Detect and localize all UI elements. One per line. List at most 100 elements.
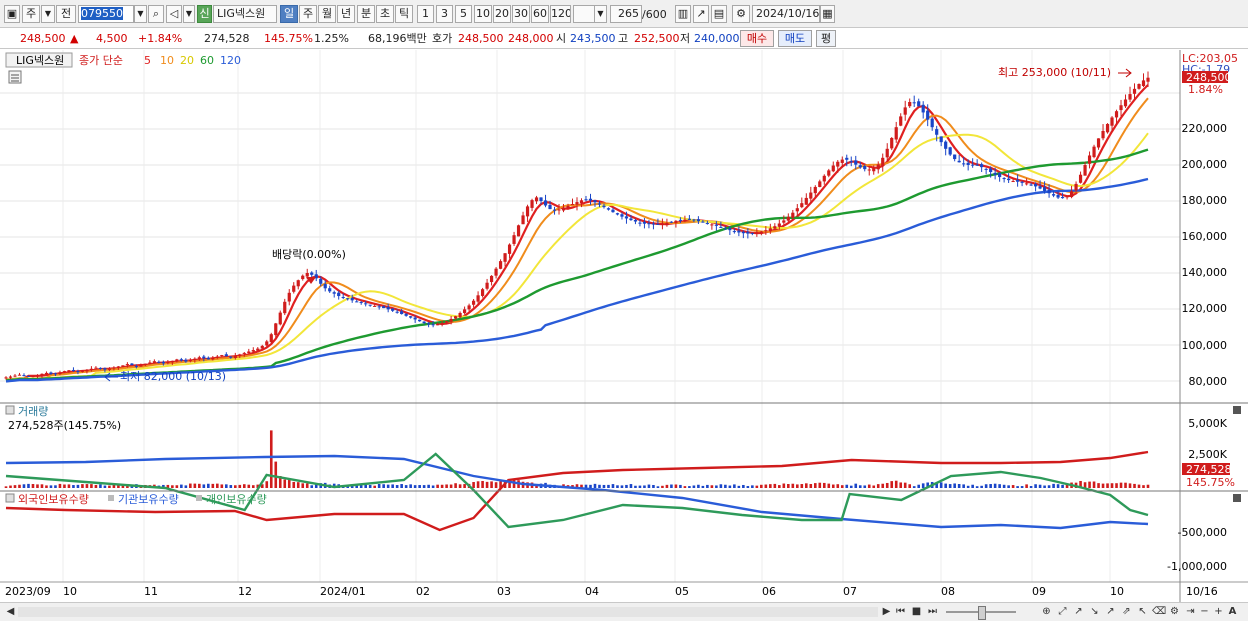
volume-bar [1110, 483, 1114, 488]
calendar-icon[interactable]: ▦ [820, 5, 835, 23]
volume-bar [629, 484, 633, 488]
data-window-icon[interactable] [8, 70, 22, 84]
volume-bar [1128, 483, 1132, 488]
stop-icon[interactable]: ■ [911, 606, 922, 617]
stock-chart[interactable]: LIG넥스원 종가 단순 5 10 20 60 120 220,000 200,… [0, 50, 1248, 603]
stock-code-input[interactable]: 079550 [78, 5, 134, 23]
date-label: 06 [762, 585, 776, 598]
minute-3-button[interactable]: 3 [436, 5, 453, 23]
evaluation-button[interactable]: 평 [816, 30, 836, 47]
volume-bar [966, 485, 970, 488]
candle-body [944, 141, 948, 149]
date-input[interactable]: 2024/10/16 [752, 5, 820, 23]
candle-body [148, 362, 152, 365]
fibonacci-icon[interactable]: ↘ [1090, 606, 1099, 617]
rewind-icon[interactable]: ⏮ [896, 606, 905, 617]
custom-interval-dropdown-icon[interactable]: ▼ [594, 5, 607, 23]
candle-body [382, 306, 386, 309]
volume-bar [607, 484, 610, 488]
candle-body [566, 206, 570, 209]
volume-bar [238, 484, 242, 488]
interval-tick-button[interactable]: 틱 [395, 5, 413, 23]
arrow-tool-icon[interactable]: ↖ [1138, 606, 1147, 617]
annotation-low: 최저 82,000 (10/13) [120, 370, 226, 383]
tool-icon[interactable]: ⤢ [1058, 606, 1067, 617]
volume-bar [535, 485, 538, 488]
volume-bar [449, 484, 453, 488]
sell-button[interactable]: 매도 [778, 30, 812, 47]
interval-minute-button[interactable]: 분 [357, 5, 375, 23]
candle-body [606, 208, 611, 210]
holding-line [5, 452, 1149, 529]
volume-bar [1011, 485, 1015, 488]
close-holding-panel-icon[interactable] [1233, 494, 1241, 502]
candle-body [786, 216, 790, 221]
speaker-icon[interactable]: ◁ [166, 5, 182, 23]
volume-bar [404, 485, 408, 488]
period-dropdown-icon[interactable]: ▼ [41, 5, 55, 23]
candle-body [458, 312, 462, 318]
interval-week-button[interactable]: 주 [299, 5, 317, 23]
candle-body [611, 209, 615, 213]
scroll-track[interactable] [18, 607, 878, 617]
minute-20-button[interactable]: 20 [493, 5, 511, 23]
save-icon[interactable]: ▤ [711, 5, 727, 23]
sound-dropdown-icon[interactable]: ▼ [183, 5, 195, 23]
settings-gear-icon[interactable]: ⚙ [732, 5, 750, 23]
buy-button[interactable]: 매수 [740, 30, 774, 47]
volume-bar [269, 430, 273, 488]
eraser-icon[interactable]: ⌫ [1152, 606, 1167, 617]
interval-year-button[interactable]: 년 [337, 5, 355, 23]
interval-day-button[interactable]: 일 [280, 5, 298, 23]
window-menu-icon[interactable]: ▣ [4, 5, 20, 23]
settings-icon[interactable]: ⚙ [1170, 606, 1179, 617]
indicator-icon[interactable]: ▥ [675, 5, 691, 23]
zoom-in-icon[interactable]: ⊕ [1042, 606, 1051, 617]
fast-forward-icon[interactable]: ⏭ [928, 606, 937, 617]
candle-body [58, 372, 62, 375]
candle-body [651, 223, 656, 225]
candle-body [498, 261, 503, 269]
stock-code-dropdown-icon[interactable]: ▼ [134, 5, 147, 23]
stock-name-legend-box[interactable] [5, 52, 73, 68]
volume-bar [1097, 483, 1100, 488]
auto-scale-icon[interactable]: A [1228, 606, 1237, 617]
zoom-slider-handle[interactable] [978, 606, 986, 620]
volume-bar [746, 486, 750, 488]
volume-bar [998, 484, 1001, 488]
interval-second-button[interactable]: 초 [376, 5, 394, 23]
scroll-right-icon[interactable]: ▶ [882, 606, 891, 617]
minute-120-button[interactable]: 120 [550, 5, 571, 23]
candle-body [894, 127, 898, 140]
candle-body [94, 367, 98, 369]
volume-bar [54, 485, 57, 488]
stock-name-field[interactable]: LIG넥스원 [213, 5, 277, 23]
volume-ratio: 145.75% [264, 32, 313, 45]
candle-body [953, 154, 957, 160]
close-volume-panel-icon[interactable] [1233, 406, 1241, 414]
volume-bar [490, 481, 493, 488]
chart-scrollbar[interactable]: ◀ ▶ ⏮ ■ ⏭ ⊕ ⤢ ↗ ↘ ↗ ⇗ ↖ ⌫ ⚙ ⇥ − + A [0, 602, 1248, 621]
bar-count-input[interactable]: 265 [610, 5, 642, 23]
candle-body [930, 118, 934, 128]
zoom-out-icon[interactable]: − [1200, 606, 1209, 617]
zoom-in-plus-icon[interactable]: + [1214, 606, 1223, 617]
candle-body [265, 341, 269, 346]
minute-5-button[interactable]: 5 [455, 5, 472, 23]
minute-10-button[interactable]: 10 [474, 5, 492, 23]
tab-period-week[interactable]: 주 [22, 5, 40, 23]
trend-icon[interactable]: ↗ [1106, 606, 1115, 617]
search-icon[interactable]: ⌕ [148, 5, 164, 23]
tab-period-prev[interactable]: 전 [56, 5, 76, 23]
draw-line-icon[interactable]: ↗ [1074, 606, 1083, 617]
minute-30-button[interactable]: 30 [512, 5, 530, 23]
minute-1-button[interactable]: 1 [417, 5, 434, 23]
volume-bar [724, 484, 727, 488]
channel-icon[interactable]: ⇗ [1122, 606, 1131, 617]
interval-month-button[interactable]: 월 [318, 5, 336, 23]
minute-60-button[interactable]: 60 [531, 5, 549, 23]
drawing-tool-icon[interactable]: ↗ [693, 5, 709, 23]
cursor-icon[interactable]: ⇥ [1186, 606, 1195, 617]
scroll-left-icon[interactable]: ◀ [6, 606, 15, 617]
price-tick: 80,000 [1189, 375, 1228, 388]
